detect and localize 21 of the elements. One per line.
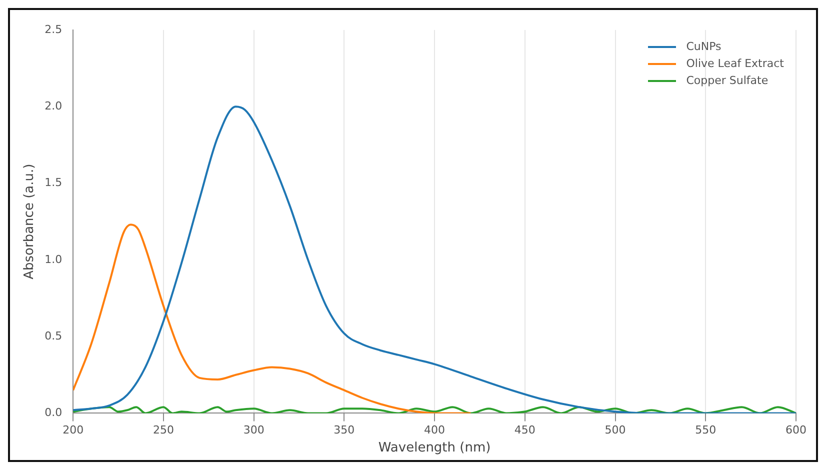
x-tick-label: 600 — [786, 424, 806, 437]
x-tick-label: 250 — [152, 424, 174, 437]
x-tick-label: 200 — [62, 424, 84, 437]
x-axis-title: Wavelength (nm) — [378, 440, 491, 456]
legend-label: Olive Leaf Extract — [686, 57, 784, 70]
x-tick-label: 350 — [334, 424, 355, 437]
x-tick-label: 550 — [695, 424, 716, 437]
x-tick-label: 450 — [514, 424, 536, 437]
y-tick-label: 0.5 — [44, 329, 62, 342]
y-tick-label: 2.5 — [44, 22, 62, 36]
y-tick-label: 1.5 — [44, 176, 62, 190]
x-tick-label: 500 — [604, 424, 626, 437]
y-axis-title: Absorbance (a.u.) — [22, 164, 38, 280]
y-tick-label: 0.0 — [44, 406, 62, 420]
legend-label: CuNPs — [686, 40, 722, 53]
line-series — [73, 224, 472, 414]
x-tick-label: 400 — [424, 424, 446, 437]
x-tick-label: 300 — [243, 424, 264, 437]
y-tick-label: 2.0 — [44, 100, 62, 112]
y-tick-label: 1.0 — [44, 252, 62, 266]
legend-label: Copper Sulfate — [686, 74, 768, 87]
